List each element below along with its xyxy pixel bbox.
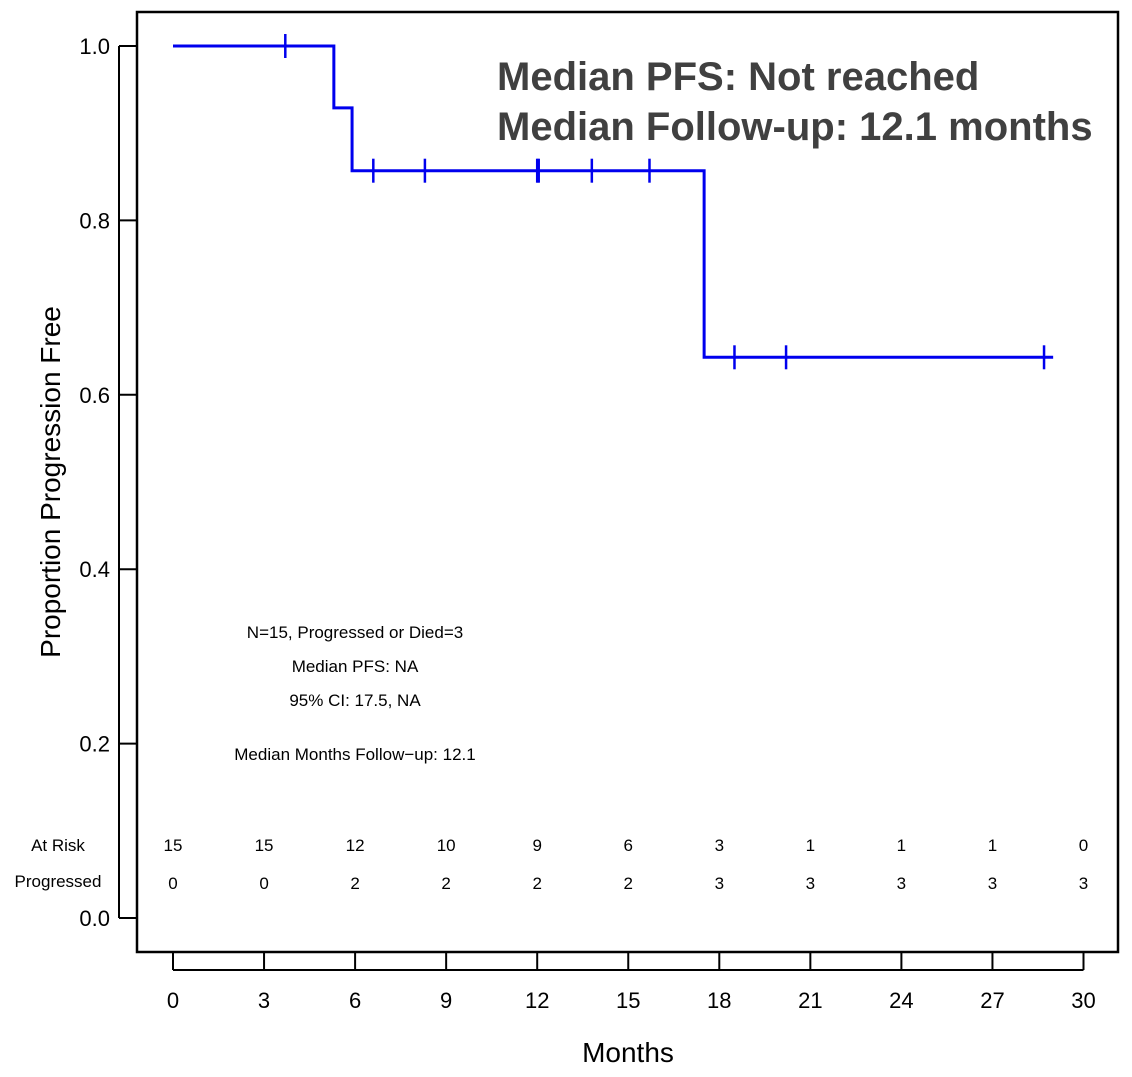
risk-progressed-value: 3 <box>1079 874 1088 893</box>
x-tick-label: 12 <box>525 988 549 1013</box>
y-axis-title: Proportion Progression Free <box>35 306 66 658</box>
y-tick-label: 0.2 <box>79 732 110 757</box>
headline-annotation: Median PFS: Not reached Median Follow-up… <box>497 55 1093 149</box>
risk-at-risk-value: 9 <box>532 836 541 855</box>
stats-followup: Median Months Follow−up: 12.1 <box>234 745 475 764</box>
x-tick-label: 3 <box>258 988 270 1013</box>
y-tick-label: 0.6 <box>79 383 110 408</box>
risk-progressed-value: 3 <box>715 874 724 893</box>
risk-at-risk-value: 15 <box>164 836 183 855</box>
x-tick-label: 30 <box>1071 988 1095 1013</box>
y-tick-label: 0.0 <box>79 906 110 931</box>
risk-at-risk-value: 15 <box>255 836 274 855</box>
stats-ci: 95% CI: 17.5, NA <box>289 691 421 710</box>
headline-median-pfs: Median PFS: Not reached <box>497 55 979 99</box>
x-tick-label: 24 <box>889 988 913 1013</box>
risk-progressed-value: 2 <box>350 874 359 893</box>
x-tick-label: 21 <box>798 988 822 1013</box>
x-tick-label: 6 <box>349 988 361 1013</box>
x-tick-label: 18 <box>707 988 731 1013</box>
survival-curve <box>173 34 1054 370</box>
y-axis: 0.0 0.2 0.4 0.6 0.8 1.0 <box>79 34 137 931</box>
stats-median-pfs: Median PFS: NA <box>292 657 419 676</box>
risk-at-risk-value: 1 <box>897 836 906 855</box>
risk-at-risk-value: 3 <box>715 836 724 855</box>
x-axis-title: Months <box>582 1037 674 1068</box>
x-axis: 0 3 6 9 12 15 18 21 24 27 30 <box>167 952 1096 1013</box>
risk-progressed-value: 0 <box>259 874 268 893</box>
x-tick-label: 27 <box>980 988 1004 1013</box>
risk-progressed-value: 3 <box>988 874 997 893</box>
stats-annotation: N=15, Progressed or Died=3 Median PFS: N… <box>234 623 475 764</box>
risk-progressed-value: 0 <box>168 874 177 893</box>
x-tick-label: 9 <box>440 988 452 1013</box>
risk-progressed-value: 2 <box>441 874 450 893</box>
risk-progressed-label: Progressed <box>15 872 102 891</box>
risk-table: At Risk Progressed 150150122102926233131… <box>15 836 1089 893</box>
y-tick-label: 1.0 <box>79 34 110 59</box>
x-tick-label: 15 <box>616 988 640 1013</box>
risk-at-risk-value: 1 <box>988 836 997 855</box>
risk-progressed-value: 2 <box>532 874 541 893</box>
risk-at-risk-value: 10 <box>437 836 456 855</box>
risk-at-risk-value: 0 <box>1079 836 1088 855</box>
risk-progressed-value: 3 <box>897 874 906 893</box>
y-tick-label: 0.4 <box>79 557 110 582</box>
risk-progressed-value: 3 <box>806 874 815 893</box>
risk-at-risk-value: 1 <box>806 836 815 855</box>
risk-at-risk-value: 6 <box>624 836 633 855</box>
headline-median-followup: Median Follow-up: 12.1 months <box>497 105 1093 149</box>
risk-at-risk-value: 12 <box>346 836 365 855</box>
survival-step-line <box>173 44 1054 359</box>
stats-n-events: N=15, Progressed or Died=3 <box>247 623 463 642</box>
risk-at-risk-label: At Risk <box>31 836 85 855</box>
x-tick-label: 0 <box>167 988 179 1013</box>
risk-progressed-value: 2 <box>624 874 633 893</box>
y-tick-label: 0.8 <box>79 208 110 233</box>
plot-frame <box>135 10 1120 954</box>
